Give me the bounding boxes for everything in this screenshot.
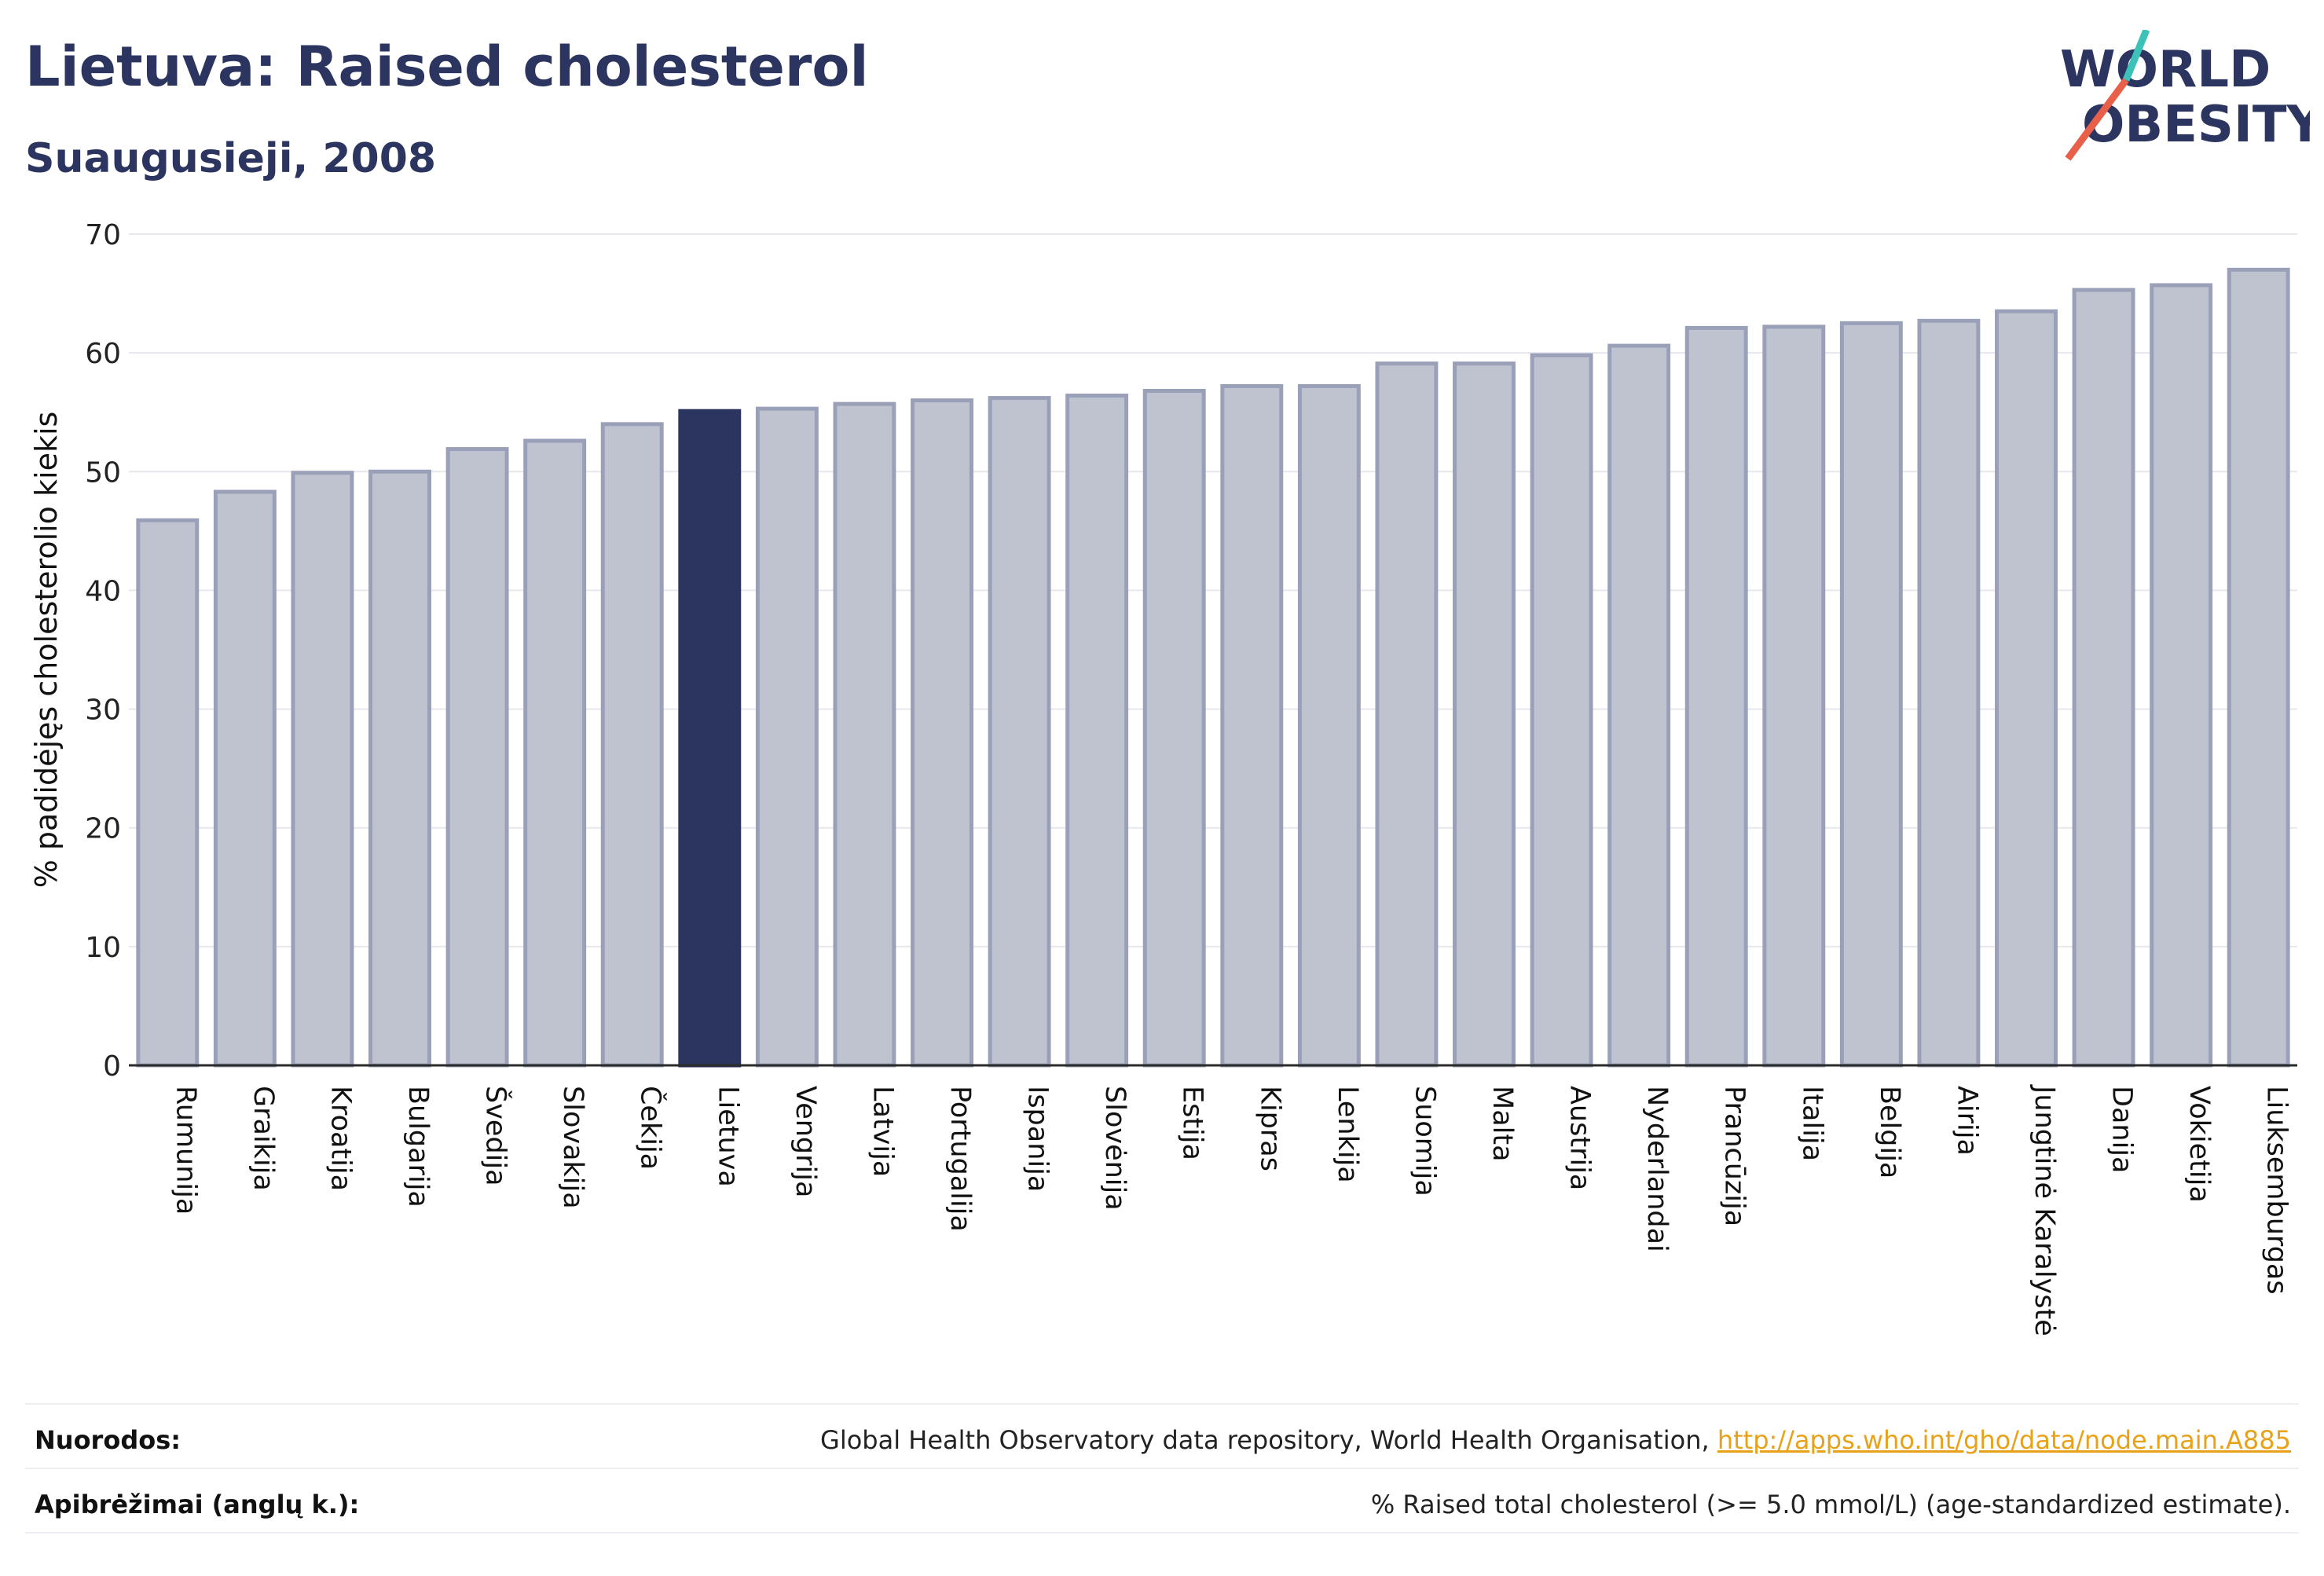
sources-label: Nuorodos: (35, 1425, 181, 1455)
bar (2072, 288, 2135, 1068)
y-tick-label: 30 (85, 695, 121, 727)
x-tick-label: Estija (1177, 1086, 1208, 1160)
logo-slash-teal (2122, 30, 2150, 82)
logo-slash-red (2065, 78, 2129, 161)
bar (755, 406, 819, 1068)
y-tick-label: 50 (85, 456, 121, 489)
references-divider-top (25, 1403, 2299, 1405)
bar (136, 518, 200, 1068)
x-tick-label: Prancūzija (1719, 1086, 1750, 1226)
x-tick-label: Rumunija (170, 1086, 201, 1215)
bar-chart: 0 10 20 30 40 50 60 70 Rumunija Graikija Kroatija B… (29, 219, 2297, 1336)
x-tick-label: Vengrija (790, 1086, 821, 1197)
bar (911, 398, 973, 1068)
references-divider-bottom (25, 1532, 2299, 1534)
x-tick-label: Slovakija (557, 1086, 588, 1209)
bar (1297, 383, 1361, 1068)
bar (1917, 318, 1981, 1068)
bar (1220, 383, 1284, 1068)
bar (368, 469, 431, 1068)
bar (445, 447, 509, 1068)
bar (2227, 267, 2290, 1068)
references-divider-middle (25, 1468, 2299, 1469)
x-tick-label: Airija (1951, 1086, 1982, 1156)
x-tick-label: Austrija (1564, 1086, 1596, 1190)
x-tick-label: Danija (2106, 1086, 2138, 1173)
sources-value: Global Health Observatory data repositor… (820, 1425, 2291, 1455)
x-tick-label: Nyderlandai (1641, 1086, 1673, 1252)
y-axis-label: % padidėjęs cholesterolio kiekis (29, 412, 64, 889)
y-tick-label: 40 (85, 575, 121, 607)
y-tick-label: 60 (85, 338, 121, 370)
x-tick-label: Slovėnija (1099, 1086, 1131, 1211)
x-tick-label: Italija (1796, 1086, 1827, 1161)
x-tick-label: Bulgarija (402, 1086, 434, 1208)
bar (523, 438, 587, 1068)
definitions-value: % Raised total cholesterol (>= 5.0 mmol/… (1370, 1490, 2291, 1519)
x-tick-label: Malta (1486, 1086, 1518, 1162)
x-tick-label: Čekija (635, 1086, 668, 1170)
x-tick-label: Belgija (1874, 1086, 1905, 1178)
x-tick-label: Švedija (480, 1086, 513, 1186)
definitions-label: Apibrėžimai (anglų k.): (35, 1490, 360, 1519)
x-tick-label: Suomija (1409, 1086, 1440, 1197)
bar (600, 422, 664, 1068)
bar (213, 489, 277, 1068)
sources-link[interactable]: http://apps.who.int/gho/data/node.main.A… (1717, 1425, 2291, 1455)
bar (833, 401, 896, 1068)
y-tick-label: 10 (85, 932, 121, 964)
bar (1839, 321, 1903, 1068)
x-tick-label: Ispanija (1022, 1086, 1054, 1192)
x-tick-label: Graikija (247, 1086, 279, 1191)
x-tick-label: Vokietija (2183, 1086, 2215, 1203)
bar (1375, 361, 1439, 1068)
bar (1684, 325, 1748, 1068)
x-tick-label: Kipras (1254, 1086, 1285, 1171)
logo-word-world: WORLD (2060, 41, 2271, 99)
x-tick-label: Lietuva (712, 1086, 743, 1187)
bar (291, 471, 354, 1068)
sources-text: Global Health Observatory data repositor… (820, 1425, 1717, 1455)
x-tick-label: Latvija (867, 1086, 898, 1177)
bar (1453, 361, 1516, 1068)
y-tick-label: 70 (85, 219, 121, 251)
bar (1065, 394, 1129, 1068)
bar (1607, 343, 1671, 1068)
page-subtitle: Suaugusieji, 2008 (25, 135, 437, 182)
bar-highlight (678, 409, 742, 1068)
bar (2150, 283, 2213, 1068)
bar (1995, 309, 2058, 1068)
bar (1142, 389, 1206, 1068)
world-obesity-logo: WORLD OBESITY (2060, 30, 2310, 161)
x-tick-label: Jungtinė Karalystė (2029, 1084, 2060, 1336)
x-tick-label: Portugalija (944, 1086, 976, 1232)
logo-word-obesity: OBESITY (2082, 96, 2310, 154)
x-tick-label: Liuksemburgas (2261, 1086, 2293, 1295)
bar (1530, 353, 1593, 1068)
page-title: Lietuva: Raised cholesterol (25, 35, 869, 99)
bar (1762, 324, 1826, 1068)
y-tick-label: 0 (103, 1050, 121, 1083)
x-tick-label: Kroatija (324, 1086, 356, 1191)
bar (988, 396, 1051, 1068)
y-tick-label: 20 (85, 813, 121, 845)
x-tick-label: Lenkija (1332, 1086, 1363, 1183)
